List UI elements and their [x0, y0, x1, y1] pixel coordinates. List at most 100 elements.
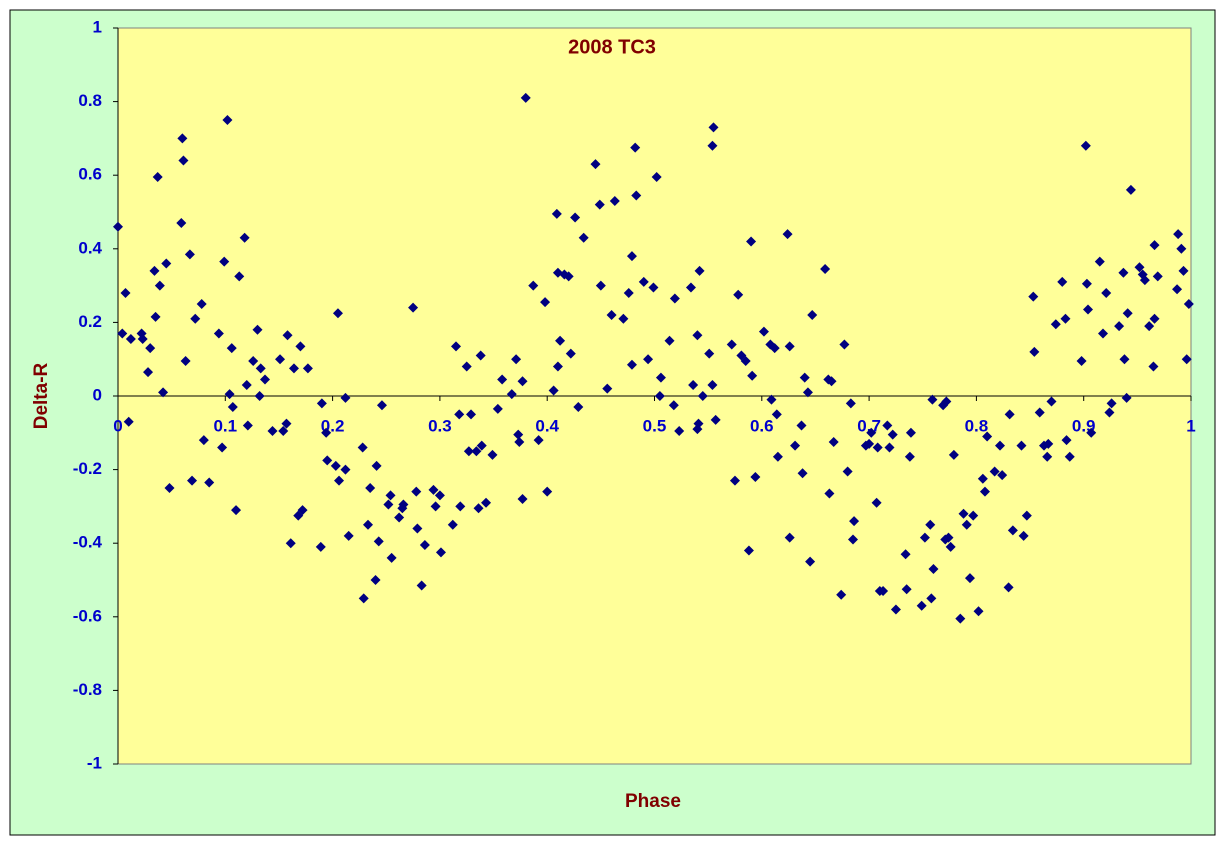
point: [638, 276, 649, 287]
point: [340, 464, 351, 475]
point: [226, 343, 237, 354]
point: [1043, 438, 1054, 449]
point: [123, 416, 134, 427]
point: [905, 427, 916, 438]
point: [882, 420, 893, 431]
point: [365, 483, 376, 493]
point: [227, 402, 238, 413]
point: [1104, 407, 1115, 418]
point: [330, 460, 341, 471]
point: [747, 370, 758, 381]
point: [222, 115, 233, 125]
point: [595, 280, 606, 291]
y-tick-label: 0.4: [78, 238, 102, 257]
point: [190, 313, 201, 324]
point: [255, 363, 266, 374]
point: [241, 379, 252, 390]
point: [487, 449, 498, 460]
point: [1029, 346, 1040, 357]
y-tick-label: -0.2: [73, 459, 102, 478]
point: [1007, 525, 1018, 536]
point: [941, 396, 952, 407]
point: [685, 282, 696, 293]
point: [476, 440, 487, 451]
point: [758, 326, 769, 337]
point: [828, 437, 839, 447]
point: [152, 172, 163, 183]
point: [1061, 435, 1072, 446]
point: [606, 310, 617, 321]
point: [1098, 328, 1109, 339]
point: [1183, 299, 1194, 309]
point: [408, 302, 419, 313]
point: [864, 438, 875, 449]
point: [866, 427, 877, 438]
point: [1086, 427, 1097, 438]
point: [517, 376, 528, 387]
point: [784, 341, 795, 352]
point: [204, 477, 215, 488]
point: [386, 552, 397, 563]
point: [750, 471, 761, 482]
point: [618, 313, 629, 324]
point: [973, 606, 984, 617]
point: [334, 475, 345, 486]
point: [373, 536, 384, 547]
point: [224, 389, 235, 400]
point: [254, 391, 265, 401]
point: [1081, 278, 1092, 289]
point: [1119, 354, 1130, 365]
point: [655, 372, 666, 383]
point: [428, 484, 439, 495]
point: [961, 519, 972, 530]
point: [900, 549, 911, 560]
point: [1064, 451, 1075, 462]
point: [590, 159, 601, 170]
point: [1173, 229, 1184, 240]
point: [455, 501, 466, 512]
point: [282, 330, 293, 341]
point: [740, 356, 751, 367]
point: [275, 354, 286, 365]
point: [340, 392, 351, 403]
point: [1082, 304, 1093, 315]
x-tick-label: 0.8: [965, 416, 989, 435]
point: [285, 538, 296, 549]
point: [371, 460, 382, 471]
point: [267, 425, 278, 436]
point: [1122, 308, 1133, 319]
point: [316, 398, 327, 409]
point: [979, 486, 990, 497]
point: [363, 519, 374, 530]
point: [385, 490, 396, 501]
point: [904, 451, 915, 462]
point: [1178, 265, 1189, 276]
point: [137, 333, 148, 344]
y-tick-label: 0.2: [78, 312, 102, 331]
point: [1149, 240, 1160, 251]
chart-title: 2008 TC3: [568, 36, 656, 58]
point: [555, 335, 566, 346]
point: [315, 541, 326, 552]
point: [154, 280, 165, 291]
y-tick-label: -0.8: [73, 680, 102, 699]
point: [466, 409, 477, 420]
point: [968, 510, 979, 521]
point: [161, 258, 172, 269]
point: [260, 374, 271, 385]
point: [394, 512, 405, 523]
point: [707, 379, 718, 390]
point: [551, 208, 562, 219]
point: [473, 503, 484, 514]
point: [492, 403, 503, 414]
point: [383, 499, 394, 510]
point: [651, 172, 662, 183]
x-tick-label: 1: [1186, 416, 1195, 435]
point: [1114, 321, 1125, 332]
point: [1004, 409, 1015, 420]
point: [766, 394, 777, 405]
point: [1042, 451, 1053, 462]
point: [281, 418, 292, 429]
point: [370, 575, 381, 585]
point: [1125, 184, 1136, 195]
